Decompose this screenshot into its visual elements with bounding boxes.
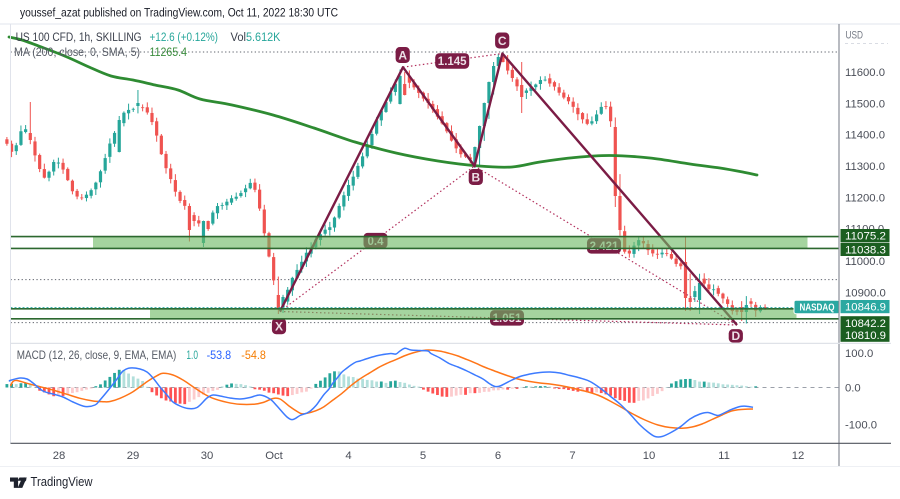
svg-text:MA (200, close, 0, SMA, 5): MA (200, close, 0, SMA, 5): [14, 45, 140, 59]
svg-text:1.0: 1.0: [186, 349, 198, 362]
svg-text:10900.0: 10900.0: [845, 287, 886, 299]
svg-text:10810.9: 10810.9: [845, 330, 886, 342]
svg-text:11265.4: 11265.4: [150, 45, 188, 59]
svg-text:-100.0: -100.0: [845, 420, 877, 432]
svg-text:0.0: 0.0: [845, 383, 861, 395]
svg-text:A: A: [398, 48, 407, 62]
svg-text:1.145: 1.145: [438, 56, 467, 68]
svg-text:11200.0: 11200.0: [845, 192, 885, 204]
svg-text:11500.0: 11500.0: [845, 98, 885, 110]
svg-text:NASDAQ: NASDAQ: [800, 302, 835, 313]
svg-text:29: 29: [127, 450, 140, 462]
svg-text:youssef_azat published on Trad: youssef_azat published on TradingView.co…: [20, 6, 338, 20]
svg-text:11038.3: 11038.3: [845, 244, 886, 256]
svg-text:11000.0: 11000.0: [845, 256, 885, 268]
svg-text:US 100 CFD, 1h, SKILLING: US 100 CFD, 1h, SKILLING: [16, 30, 142, 44]
svg-text:X: X: [275, 320, 283, 334]
svg-text:USD: USD: [846, 30, 864, 42]
svg-text:12: 12: [792, 450, 805, 462]
svg-text:5.612K: 5.612K: [246, 30, 281, 44]
svg-text:MACD (12, 26, close, 9, EMA, E: MACD (12, 26, close, 9, EMA, EMA): [17, 349, 177, 362]
svg-text:11600.0: 11600.0: [845, 67, 885, 79]
svg-text:10846.9: 10846.9: [845, 302, 886, 314]
svg-text:TradingView: TradingView: [31, 475, 94, 489]
svg-text:4: 4: [345, 450, 351, 462]
svg-text:11400.0: 11400.0: [845, 130, 885, 142]
svg-text:7: 7: [569, 450, 575, 462]
svg-text:100.0: 100.0: [845, 348, 873, 360]
svg-text:Oct: Oct: [265, 450, 283, 462]
svg-text:B: B: [471, 170, 480, 184]
svg-text:-53.8: -53.8: [207, 349, 232, 362]
svg-text:10: 10: [643, 450, 656, 462]
svg-text:+12.6 (+0.12%): +12.6 (+0.12%): [150, 30, 219, 44]
svg-text:28: 28: [53, 450, 66, 462]
svg-text:30: 30: [201, 450, 214, 462]
svg-text:D: D: [731, 329, 740, 343]
svg-text:10842.2: 10842.2: [845, 318, 886, 330]
svg-text:C: C: [498, 34, 507, 48]
svg-text:6: 6: [495, 450, 501, 462]
svg-text:11300.0: 11300.0: [845, 161, 885, 173]
svg-text:-54.8: -54.8: [241, 349, 266, 362]
svg-text:Vol: Vol: [231, 30, 247, 44]
svg-text:11: 11: [718, 450, 730, 462]
svg-text:5: 5: [420, 450, 426, 462]
svg-text:11075.2: 11075.2: [845, 231, 886, 243]
